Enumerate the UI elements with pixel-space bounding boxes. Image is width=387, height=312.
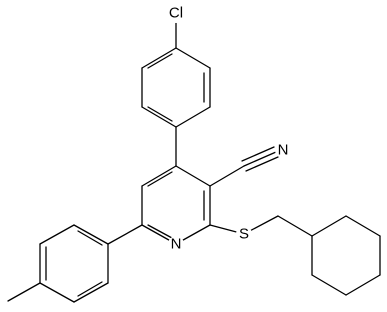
atom-label: Cl bbox=[169, 5, 183, 22]
atom-labels: Cl N N S bbox=[166, 3, 291, 253]
atom-label: S bbox=[239, 226, 249, 243]
atom-label: N bbox=[171, 236, 182, 253]
atom-label: N bbox=[278, 142, 289, 159]
bonds bbox=[7, 19, 381, 303]
